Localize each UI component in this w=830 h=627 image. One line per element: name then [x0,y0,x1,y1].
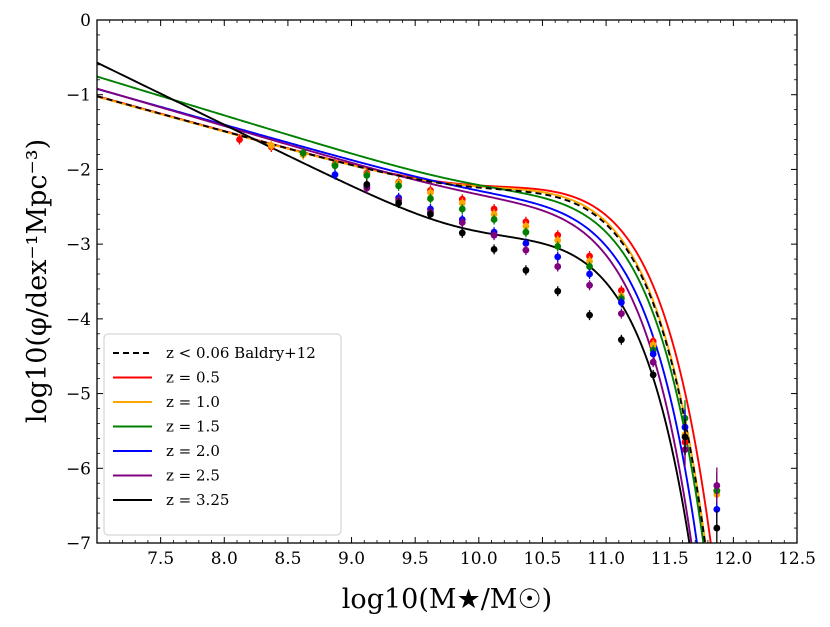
y-tick-label: −2 [66,160,91,180]
fit-curve-3 [97,75,705,543]
y-tick-label: −7 [66,534,91,554]
data-point [522,239,530,247]
plot-frame [96,19,798,544]
legend-label: z = 1.0 [166,393,220,411]
data-point [458,219,466,226]
x-tick-label: 12.5 [778,549,816,569]
y-axis-title: log10(φ/dex⁻¹Mpc⁻³) [22,139,53,423]
data-point [522,266,530,274]
data-point [427,189,434,196]
x-tick-label: 10.0 [460,549,498,569]
data-point [649,371,657,379]
data-point [267,142,275,149]
data-point [617,299,625,306]
x-tick-label: 9.0 [338,549,365,569]
y-tick-label: −5 [66,385,91,405]
legend-label: z = 2.0 [166,442,220,460]
data-point [713,505,721,513]
data-point [490,231,498,239]
x-tick-label: 8.0 [211,549,238,569]
data-point [395,182,403,190]
data-point [554,263,562,270]
data-point [490,245,498,253]
data-point [554,237,562,244]
legend-frame [103,333,342,536]
x-tick-label: 9.5 [402,549,429,569]
data-point [458,199,466,207]
data-point [713,482,721,489]
data-point [681,433,689,441]
x-tick-label: 8.5 [274,549,301,569]
data-point [554,231,562,239]
data-point [490,205,498,213]
x-tick-label: 7.5 [147,549,174,569]
legend: z < 0.06 Baldry+12 z = 0.5 z = 1.0 z = 1.5 z… [103,333,342,536]
data-points [236,134,721,543]
data-point [617,310,625,318]
tick-labels: 7.5 8.0 8.5 9.0 9.5 10.0 10.5 11.0 11.5 12.0 12.5 0… [66,11,816,569]
data-point [522,246,530,254]
y-tick-label: 0 [80,11,91,31]
data-point [586,257,593,265]
legend-label: z < 0.06 Baldry+12 [166,344,316,362]
data-point [617,287,625,294]
y-tick-label: −4 [66,310,91,330]
data-point [458,205,466,213]
data-point [331,162,339,170]
legend-label: z = 3.25 [166,491,229,509]
data-point [554,287,562,295]
data-point [363,180,371,188]
y-tick-label: −1 [66,86,91,106]
data-point [586,281,593,289]
data-point [649,350,657,358]
data-point [586,311,593,319]
data-point [586,263,593,270]
data-point [299,149,307,157]
legend-label: z = 2.5 [166,467,220,485]
data-point [522,228,530,236]
data-point [649,358,657,366]
y-tick-label: −3 [66,235,91,255]
data-point [236,136,243,143]
legend-label: z = 0.5 [166,369,220,387]
data-point [586,252,593,260]
data-point [554,253,562,261]
x-tick-label: 11.5 [651,549,689,569]
data-point [554,242,562,250]
x-tick-label: 12.0 [714,549,752,569]
data-point [331,171,339,179]
data-point [458,229,466,237]
legend-label: z = 1.5 [166,418,220,436]
data-point [713,524,721,532]
data-point [427,195,434,202]
y-tick-label: −6 [66,459,91,479]
data-point [395,199,403,207]
x-tick-label: 11.0 [587,549,625,569]
data-point [649,341,657,349]
x-axis-title: log10(M★/M☉) [342,584,552,615]
data-point [617,336,625,344]
data-point [363,172,371,179]
data-point [586,270,593,278]
x-tick-label: 10.5 [524,549,562,569]
data-point [427,210,434,218]
data-point [522,222,530,230]
data-point [490,216,498,223]
data-point [490,210,498,218]
